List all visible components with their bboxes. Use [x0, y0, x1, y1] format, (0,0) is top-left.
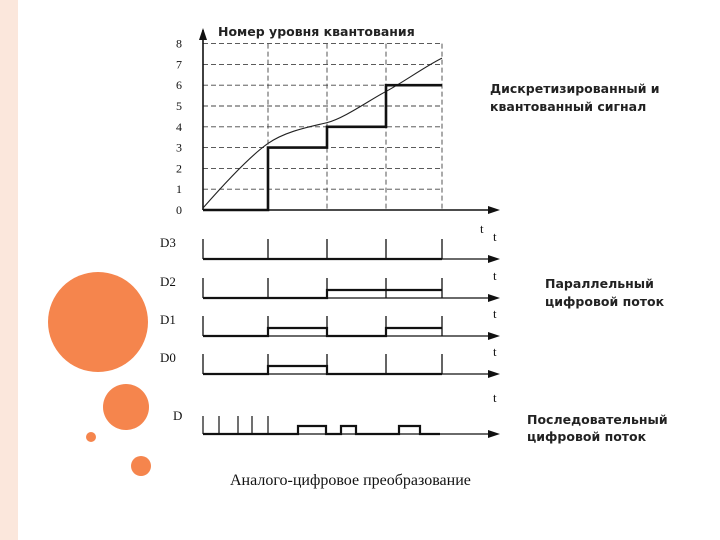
annotation-sampled-line1: Дискретизированный и — [490, 81, 660, 96]
decor-circle-large — [48, 272, 148, 372]
channel-label-d3: D3 — [160, 235, 176, 250]
serial-arrow — [488, 430, 500, 438]
channel-wave — [203, 326, 442, 338]
quantized-staircase — [203, 83, 442, 212]
serial-label: D — [173, 408, 182, 423]
level-label-4: 4 — [176, 120, 182, 134]
y-axis-title: Номер уровня квантования — [218, 24, 415, 39]
serial-wave — [203, 424, 440, 436]
level-label-2: 2 — [176, 161, 182, 175]
channel-time-label: t — [493, 268, 497, 283]
level-label-8: 8 — [176, 37, 182, 51]
channel-arrow — [488, 370, 500, 378]
level-label-5: 5 — [176, 99, 182, 113]
chart-axes — [199, 28, 500, 214]
annotation-parallel-line2: цифровой поток — [545, 294, 665, 309]
channel-arrow — [488, 294, 500, 302]
channel-time-label: t — [493, 229, 497, 244]
channel-label-d0: D0 — [160, 350, 176, 365]
annotation-serial-line1: Последовательный — [527, 412, 668, 427]
channel-arrow — [488, 332, 500, 340]
quantization-grid — [203, 43, 443, 210]
decor-circle-medium — [103, 384, 149, 430]
serial-time-label: t — [493, 390, 497, 405]
level-label-0: 0 — [176, 203, 182, 217]
channel-arrow — [488, 255, 500, 263]
channel-time-label: t — [493, 344, 497, 359]
annotation-serial-line2: цифровой поток — [527, 429, 647, 444]
channel-d0: D0 t — [160, 344, 500, 378]
annotation-parallel-line1: Параллельный — [545, 276, 654, 291]
parallel-channels: D3 t D2 t D1 t D0 t — [160, 229, 500, 378]
analog-curve-path — [202, 57, 443, 209]
channel-d1: D1 t — [160, 306, 500, 340]
channel-time-label: t — [493, 306, 497, 321]
channel-wave — [203, 364, 442, 376]
analog-signal-curve — [202, 57, 443, 209]
x-axis-arrow — [488, 206, 500, 214]
left-decor-band — [0, 0, 18, 540]
channel-wave — [203, 288, 442, 300]
level-tick-labels: 0 1 2 3 4 5 6 7 8 — [176, 37, 182, 217]
level-label-3: 3 — [176, 141, 182, 155]
decor-circle-small — [131, 456, 151, 476]
serial-stream: Dt — [173, 390, 500, 438]
annotation-sampled-line2: квантованный сигнал — [490, 99, 646, 114]
level-label-1: 1 — [176, 182, 182, 196]
channel-label-d2: D2 — [160, 274, 176, 289]
y-axis-arrow — [199, 28, 207, 40]
channel-d3: D3 t — [160, 229, 500, 263]
staircase-path — [203, 83, 442, 212]
decor-circle-dot — [86, 432, 96, 442]
slide-caption: Аналого-цифровое преобразование — [230, 472, 471, 489]
channel-label-d1: D1 — [160, 312, 176, 327]
level-label-6: 6 — [176, 78, 182, 92]
level-label-7: 7 — [176, 57, 182, 71]
channel-d2: D2 t — [160, 268, 500, 302]
time-label-main: t — [480, 221, 484, 236]
